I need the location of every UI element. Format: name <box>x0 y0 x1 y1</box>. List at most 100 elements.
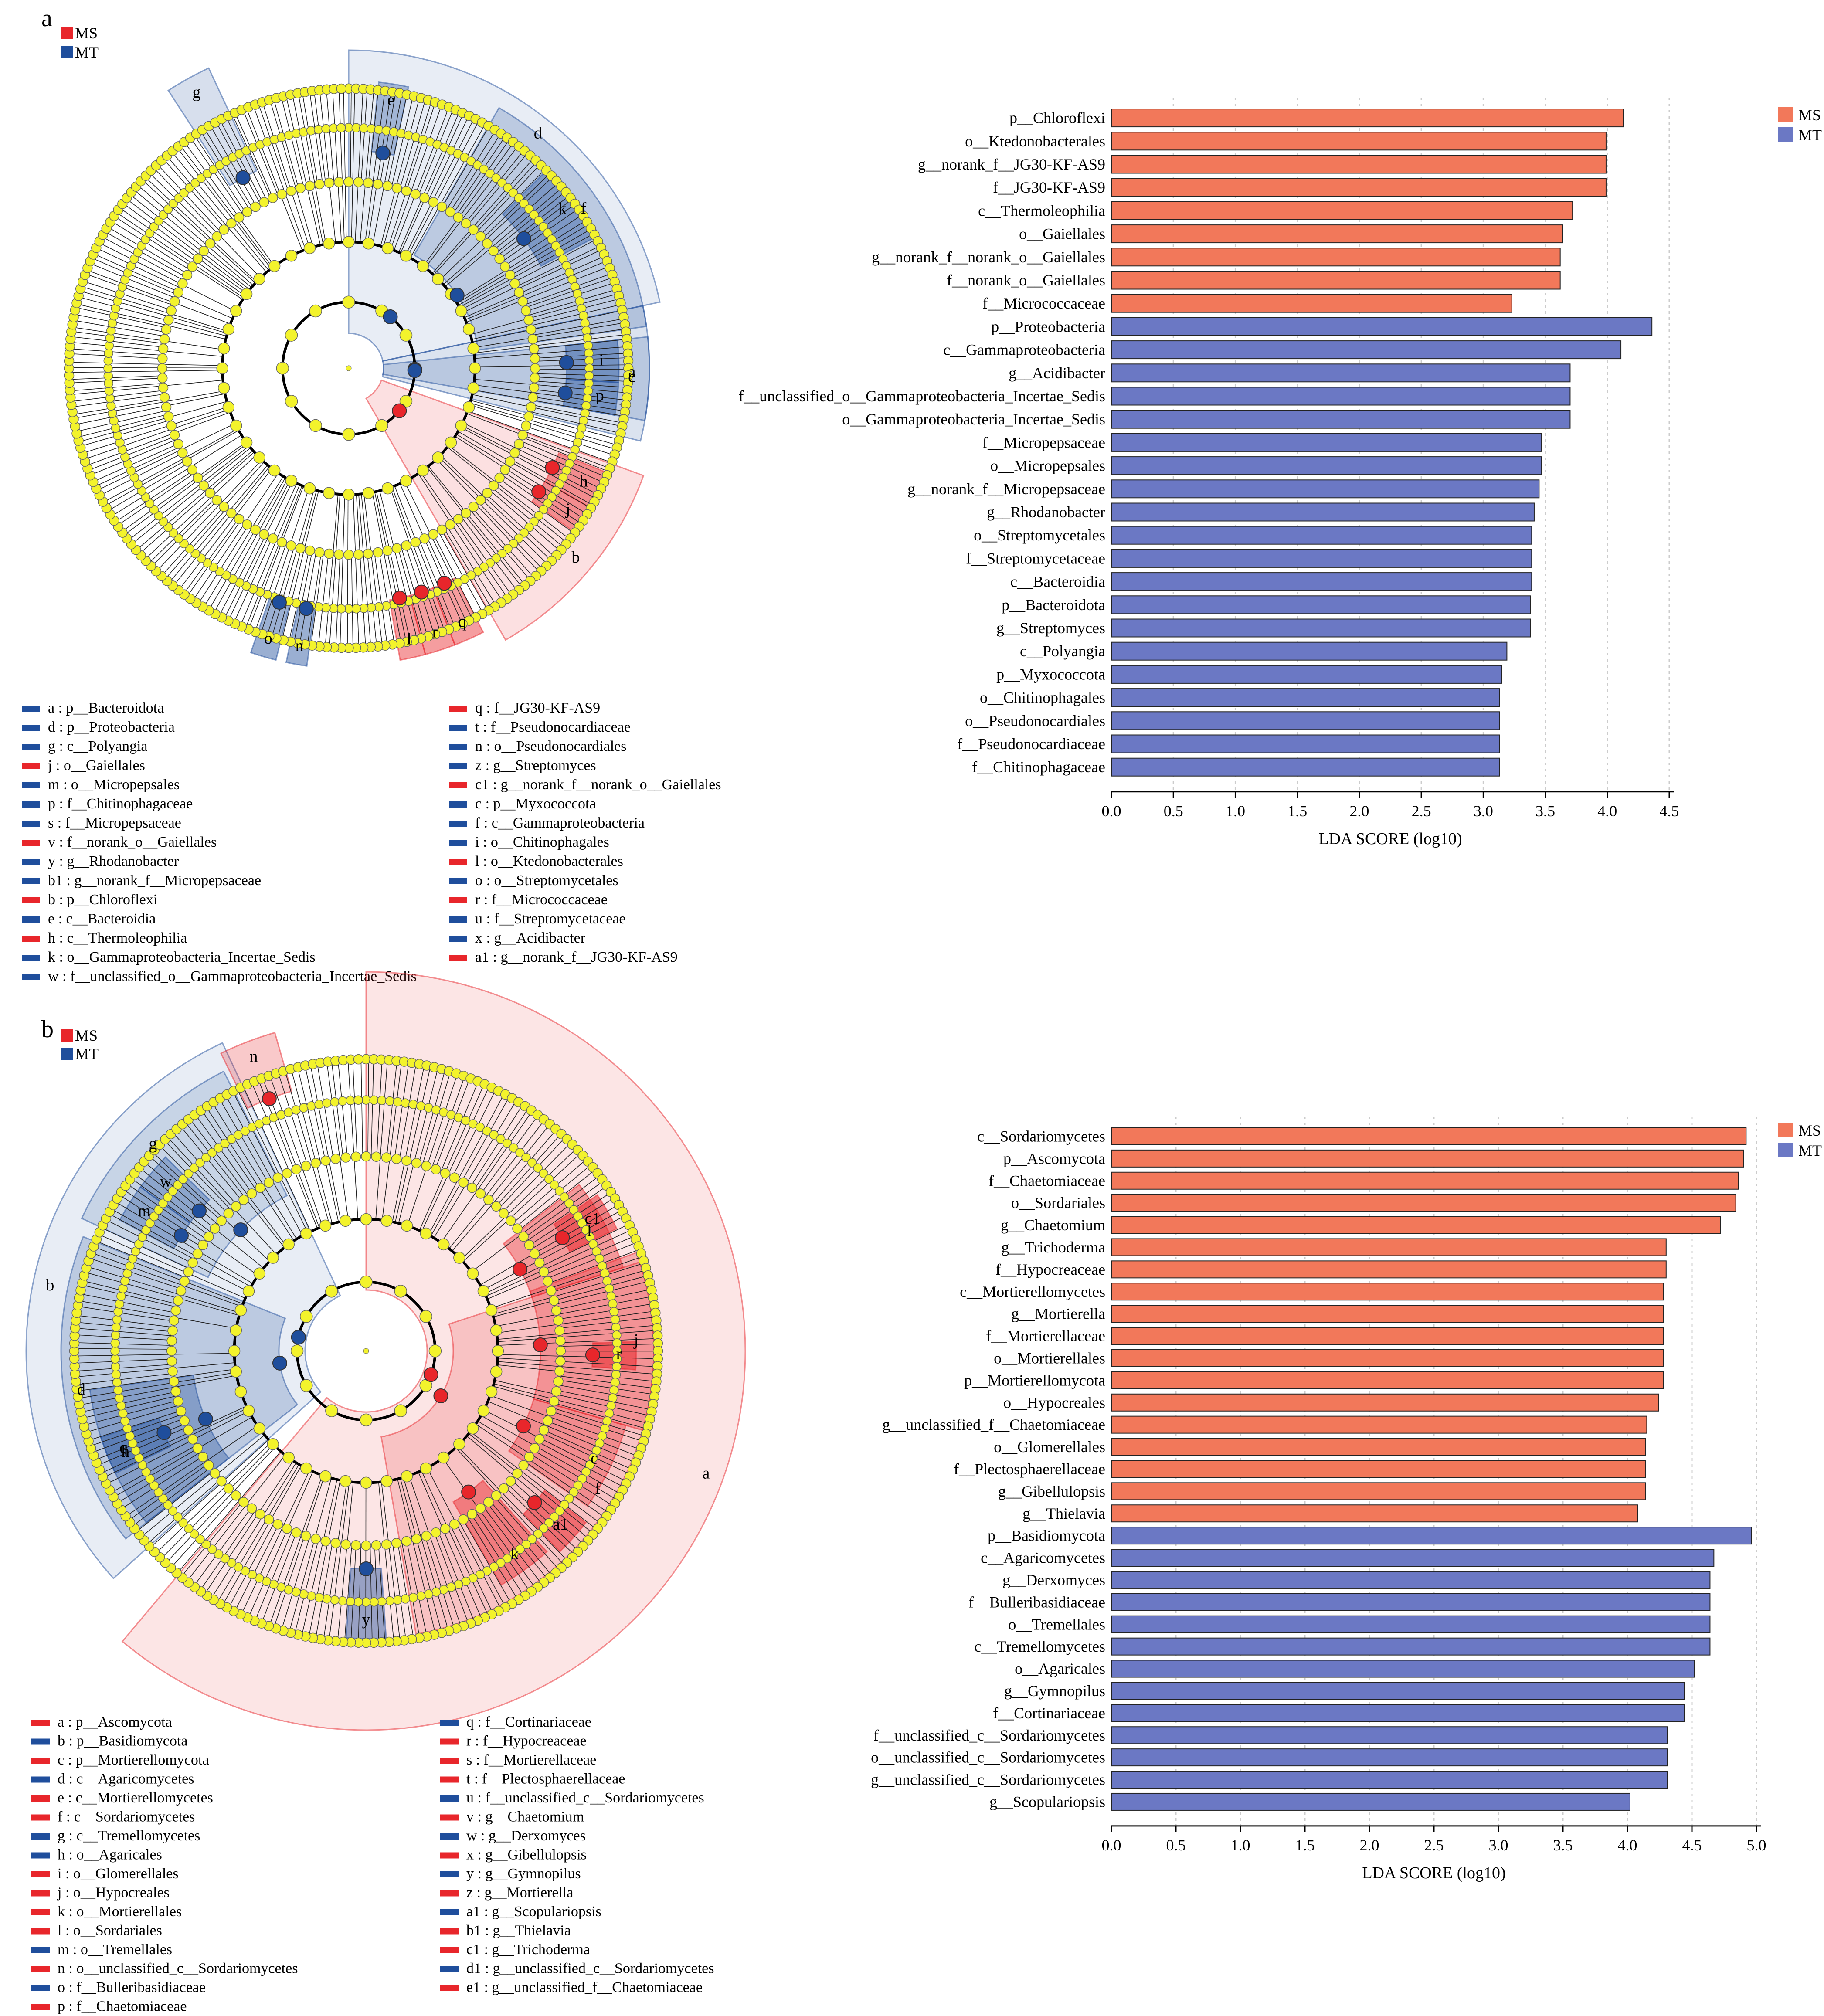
node <box>489 1130 499 1140</box>
biomarker-node <box>449 288 465 303</box>
branch-line <box>78 1306 174 1322</box>
legend-ms-label: MS <box>75 24 98 42</box>
node <box>205 238 215 249</box>
node <box>521 421 531 431</box>
branch-line <box>443 183 559 285</box>
node <box>338 1096 347 1106</box>
sector-letter: m <box>138 1202 151 1220</box>
key-swatch <box>440 1852 459 1859</box>
node <box>301 1161 311 1171</box>
key-swatch <box>440 1795 459 1802</box>
node <box>544 1518 554 1528</box>
biomarker-node <box>383 309 398 325</box>
branch-line <box>403 101 432 190</box>
node <box>183 1266 194 1277</box>
node <box>195 1158 205 1168</box>
sector-letter: w <box>160 1172 172 1191</box>
node <box>338 1596 347 1606</box>
node <box>394 1285 407 1298</box>
node <box>204 1460 214 1471</box>
key-entry: e : c__Mortierellomycetes <box>58 1790 213 1806</box>
node <box>411 1158 422 1168</box>
branch-line <box>142 179 256 284</box>
key-swatch <box>22 955 40 961</box>
key-swatch <box>22 725 40 731</box>
node <box>182 456 193 467</box>
bar-label: o__unclassified_c__Sordariomycetes <box>871 1749 1105 1766</box>
branch-line <box>551 1411 644 1442</box>
node <box>612 1362 622 1371</box>
node <box>527 1534 537 1544</box>
key-entry: e1 : g__unclassified_f__Chaetomiaceae <box>466 1979 703 1996</box>
node <box>461 508 471 519</box>
node <box>320 1536 331 1547</box>
node <box>524 1452 535 1462</box>
branch-line <box>258 103 289 192</box>
node <box>207 1544 217 1554</box>
branch-line <box>380 92 396 185</box>
node <box>346 1096 355 1105</box>
branch-line <box>340 494 345 648</box>
branch-line <box>172 1132 238 1206</box>
node <box>401 186 411 196</box>
node <box>319 1470 332 1483</box>
key-swatch <box>22 763 40 769</box>
sector-letter: d <box>77 1381 85 1399</box>
branch-line <box>161 1444 274 1559</box>
branch-line <box>173 466 270 587</box>
branch-line <box>425 146 519 268</box>
branch-line <box>368 90 379 183</box>
branch-line <box>498 1137 566 1209</box>
branch-line <box>556 1289 652 1310</box>
key-swatch <box>449 916 467 923</box>
sector-letter: j <box>633 1331 639 1349</box>
key-swatch <box>31 1985 50 1991</box>
branch-line <box>69 370 223 373</box>
key-entry: a1 : g__norank_f__JG30-KF-AS9 <box>475 949 678 965</box>
branch-line <box>200 131 250 210</box>
bar-label: p__Ascomycota <box>1003 1150 1105 1167</box>
branch-line <box>329 1481 350 1641</box>
key-entry: b1 : g__Thielavia <box>466 1923 571 1939</box>
branch-line <box>88 436 176 471</box>
node <box>555 1346 566 1356</box>
branch-line <box>467 1517 519 1601</box>
node <box>514 439 524 449</box>
branch-line <box>533 389 627 401</box>
node <box>276 362 289 375</box>
key-swatch <box>440 1738 459 1745</box>
clade-sector <box>348 49 661 362</box>
branch-line <box>74 1348 172 1350</box>
node <box>468 502 479 512</box>
key-swatch <box>440 1776 459 1783</box>
node <box>183 1524 194 1534</box>
branch-line <box>433 534 476 618</box>
node <box>518 1460 529 1471</box>
branch-line <box>444 528 492 609</box>
branch-line <box>466 266 609 323</box>
branch-line <box>460 427 597 499</box>
key-entry: v : f__norank_o__Gaiellales <box>48 834 217 850</box>
branch-line <box>438 1531 475 1622</box>
branch-line <box>75 1334 172 1341</box>
bar <box>1111 1682 1685 1700</box>
sector-letter: q <box>458 612 466 631</box>
branch-line <box>152 1152 270 1262</box>
branch-line <box>309 91 323 184</box>
node <box>187 1434 198 1445</box>
bar-label: g__unclassified_f__Chaetomiaceae <box>882 1416 1105 1433</box>
branch-line <box>445 187 563 287</box>
key-entry: u : f__Streptomycetaceae <box>475 911 626 927</box>
legend-ms-swatch <box>61 27 73 39</box>
node <box>523 315 534 326</box>
branch-line <box>428 1093 505 1235</box>
node <box>498 1208 509 1219</box>
node <box>242 1285 255 1297</box>
branch-line <box>488 1401 636 1463</box>
key-swatch <box>31 1738 50 1745</box>
branch-line <box>558 1303 654 1320</box>
branch-line <box>379 552 395 645</box>
bar-label: o__Pseudonocardiales <box>965 712 1105 730</box>
branch-line <box>90 439 177 476</box>
node <box>461 218 471 229</box>
